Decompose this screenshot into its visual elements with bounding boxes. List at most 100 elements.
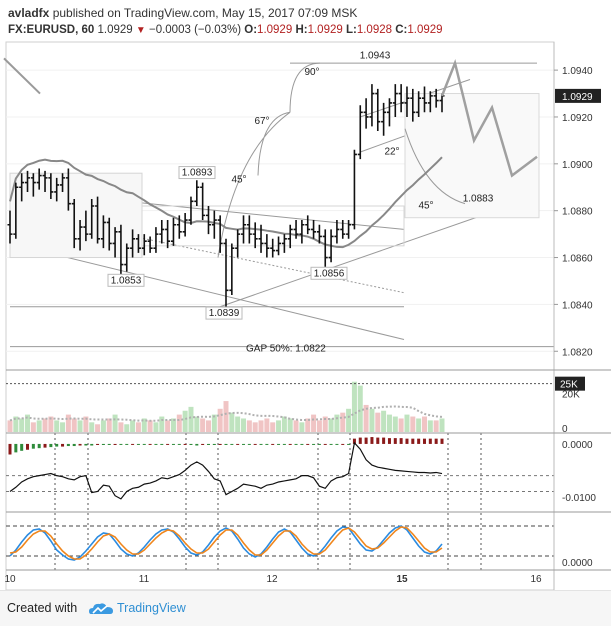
volume-bar (170, 418, 176, 432)
ohlc-bar (386, 98, 392, 127)
volume-bar (112, 414, 118, 432)
macd-histogram-bar (206, 443, 210, 445)
volume-bar (77, 420, 83, 432)
ohlc-bar (77, 220, 83, 251)
angle-label: 22° (384, 146, 399, 157)
volume-tick-label: 25K (560, 380, 578, 391)
ohlc-bar (316, 224, 322, 244)
volume-average-line (9, 405, 443, 422)
volume-bar (305, 418, 311, 432)
publish-info: published on TradingView.com, May 15, 20… (52, 6, 358, 20)
low-value: 1.0928 (356, 24, 393, 36)
ohlc-bar (258, 224, 264, 253)
price-tick-label: 1.0840 (562, 300, 593, 311)
ohlc-bar (170, 217, 176, 246)
macd-histogram-bar (119, 443, 123, 445)
ohlc-bar (7, 210, 13, 244)
macd-histogram-bar (224, 443, 228, 445)
volume-bar (392, 416, 398, 432)
ohlc-bar (89, 198, 95, 239)
macd-histogram-bar (55, 443, 59, 447)
ohlc-bar (118, 224, 124, 274)
macd-histogram-bar (288, 443, 292, 445)
macd-histogram-bar (335, 443, 339, 445)
macd-tick-label: 0.0000 (562, 440, 593, 451)
author-name[interactable]: avladfx (8, 6, 50, 20)
macd-histogram-bar (61, 443, 65, 447)
volume-bar (410, 416, 416, 432)
macd-histogram-bar (31, 443, 35, 449)
volume-bar (95, 424, 101, 432)
ohlc-bar (124, 243, 130, 272)
volume-bar (369, 408, 375, 432)
volume-bar (235, 416, 241, 432)
volume-bar (398, 418, 404, 432)
volume-bar (65, 414, 71, 432)
ohlc-bar (246, 215, 252, 244)
ohlc-bar (188, 196, 194, 225)
gap-label: GAP 50%: 1.0822 (246, 343, 326, 354)
volume-bar (276, 420, 282, 432)
stochastic-signal-line (9, 526, 443, 560)
macd-histogram-bar (341, 443, 345, 445)
macd-histogram-bar (113, 443, 117, 445)
ohlc-bar (346, 220, 352, 239)
macd-histogram-bar (422, 438, 426, 444)
macd-histogram-bar (405, 438, 409, 444)
volume-bar (241, 418, 247, 432)
volume-bar (60, 422, 66, 432)
close-label: C: (395, 24, 408, 36)
macd-line (9, 441, 443, 500)
last-price: 1.0929 (97, 24, 133, 36)
chart-canvas[interactable]: 1.0943 1.0893 1.0883 1.0853 1.0856 1.0839 GAP … (0, 0, 611, 590)
volume-bar (281, 416, 287, 432)
ohlc-bar (48, 173, 54, 199)
ohlc-bar (100, 215, 106, 249)
tradingview-link[interactable]: TradingView (117, 601, 186, 615)
stochastic-pane (6, 525, 554, 561)
macd-histogram-bar (195, 443, 199, 446)
ohlc-legend: FX:EURUSD, 60 1.0929 ▼ −0.0003 (−0.03%) … (8, 24, 443, 36)
ohlc-bar (281, 234, 287, 253)
down-triangle-icon: ▼ (135, 25, 146, 36)
volume-bar (246, 420, 252, 432)
volume-bar (363, 404, 369, 432)
macd-histogram-bar (306, 443, 310, 445)
annotation-label: 1.0856 (314, 268, 345, 279)
symbol-label[interactable]: FX:EURUSD, 60 (8, 24, 95, 36)
chart-labels: 1.0943 1.0893 1.0883 1.0853 1.0856 1.0839 GAP … (107, 50, 494, 354)
macd-histogram-bar (136, 443, 140, 445)
volume-bar (270, 422, 276, 432)
price-tick-label: 1.0880 (562, 207, 593, 218)
volume-bar (217, 408, 223, 432)
volume-bar (106, 418, 112, 432)
volume-bar (205, 420, 211, 432)
angle-label: 90° (304, 67, 319, 78)
ohlc-bar (270, 238, 276, 258)
price-label-box (107, 273, 145, 287)
macd-histogram-bar (236, 443, 240, 445)
price-bars (7, 58, 538, 307)
publish-header: avladfx published on TradingView.com, Ma… (8, 6, 357, 20)
macd-histogram-bar (66, 443, 70, 447)
ohlc-bar (235, 229, 241, 258)
macd-histogram-bar (148, 443, 152, 445)
footer: Created with TradingView (0, 590, 611, 626)
macd-histogram-bar (277, 443, 281, 445)
fan-arc (217, 111, 291, 258)
macd-histogram-bar (300, 443, 304, 445)
macd-histogram-bar (352, 438, 356, 444)
macd-histogram-bar (84, 443, 88, 446)
annotation-label: 1.0943 (360, 50, 391, 61)
angle-label: 45° (231, 175, 246, 186)
volume-bar (19, 418, 25, 432)
price-tick-label: 1.0940 (562, 66, 593, 77)
macd-histogram-bar (166, 443, 170, 445)
ma-line (3, 57, 41, 95)
volume-bar (264, 418, 270, 432)
ohlc-bar (328, 229, 334, 263)
ohlc-bar (54, 177, 60, 202)
macd-histogram-bar (364, 437, 368, 444)
ohlc-bar (421, 86, 427, 113)
angle-label: 45° (418, 200, 433, 211)
